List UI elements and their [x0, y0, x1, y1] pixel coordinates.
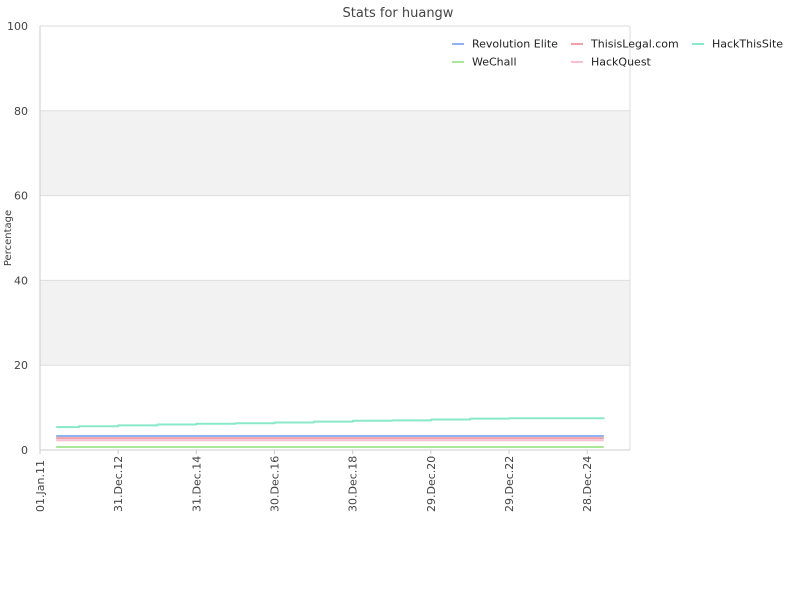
- y-axis-ticks: 0 20 40 60 80 100: [7, 20, 28, 457]
- series-lines: [56, 417, 605, 449]
- legend-label: HackQuest: [591, 56, 652, 69]
- grid-lines: [39, 25, 631, 451]
- x-tick-label: 31.Dec.14: [190, 456, 203, 512]
- y-tick-label: 80: [14, 105, 28, 118]
- x-tick-label: 29.Dec.20: [425, 456, 438, 512]
- legend: Revolution Elite ThisisLegal.com HackThisS…: [452, 38, 783, 69]
- x-tick-label: 01.Jan.11: [34, 460, 47, 512]
- x-axis-ticks: 01.Jan.11 31.Dec.12 31.Dec.14 30.Dec.16 30.D…: [34, 450, 594, 512]
- legend-label: Revolution Elite: [472, 38, 558, 51]
- x-tick-label: 30.Dec.16: [269, 456, 282, 512]
- legend-label: ThisisLegal.com: [590, 38, 679, 51]
- plot-band: [40, 280, 630, 366]
- x-tick-label: 30.Dec.18: [347, 456, 360, 512]
- series-line: [56, 417, 605, 429]
- y-axis-label: Percentage: [3, 210, 14, 266]
- y-tick-label: 20: [14, 359, 28, 372]
- y-tick-label: 0: [21, 444, 28, 457]
- x-tick-label: 28.Dec.24: [581, 456, 594, 512]
- y-tick-label: 100: [7, 20, 28, 33]
- y-tick-label: 60: [14, 190, 28, 203]
- plot-band: [40, 195, 630, 281]
- chart-title: Stats for huangw: [343, 6, 454, 21]
- plot-background: [40, 26, 630, 450]
- x-tick-label: 31.Dec.12: [112, 456, 125, 512]
- y-tick-label: 40: [14, 274, 28, 287]
- x-tick-label: 29.Dec.22: [503, 456, 516, 512]
- legend-label: HackThisSite: [712, 38, 783, 51]
- legend-label: WeChall: [472, 56, 517, 69]
- plot-band: [40, 110, 630, 196]
- plot-band: [40, 26, 630, 111]
